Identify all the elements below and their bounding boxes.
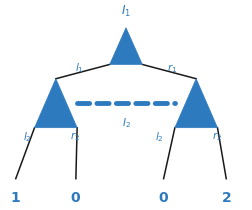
Text: $r_2$: $r_2$ <box>212 130 223 143</box>
Polygon shape <box>175 79 217 128</box>
Text: $\mathbf{0}$: $\mathbf{0}$ <box>158 191 169 205</box>
Polygon shape <box>35 79 77 128</box>
Text: $l_2$: $l_2$ <box>155 130 164 144</box>
Polygon shape <box>110 28 142 64</box>
Text: $\mathbf{0}$: $\mathbf{0}$ <box>70 191 81 205</box>
Text: $l_1$: $l_1$ <box>75 62 84 75</box>
Text: $\mathbf{2}$: $\mathbf{2}$ <box>221 191 232 205</box>
Text: $I_2$: $I_2$ <box>121 117 131 130</box>
Text: $r_2$: $r_2$ <box>70 130 80 143</box>
Text: $r_1$: $r_1$ <box>167 62 177 75</box>
Text: $\mathbf{1}$: $\mathbf{1}$ <box>10 191 21 205</box>
Text: $I_1$: $I_1$ <box>121 3 131 18</box>
Text: $l_2$: $l_2$ <box>23 130 31 144</box>
